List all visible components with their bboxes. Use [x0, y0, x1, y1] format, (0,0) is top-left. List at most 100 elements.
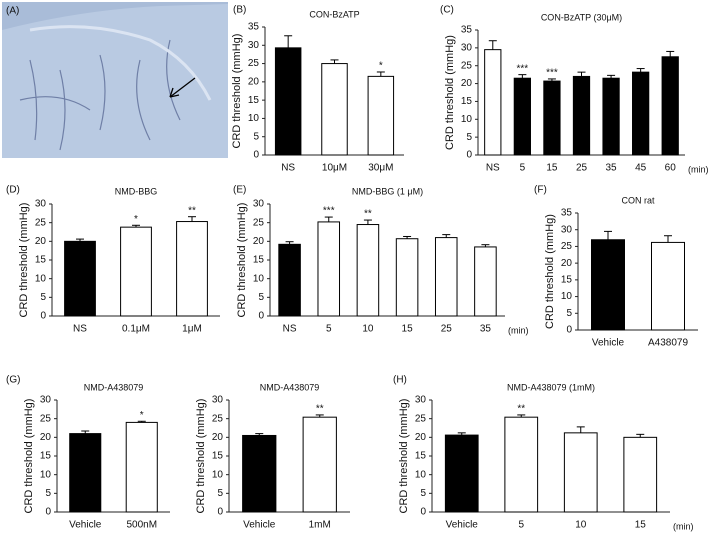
x-tick-label: 0.1μM	[122, 324, 150, 335]
significance: *	[140, 410, 144, 421]
bar	[321, 63, 348, 156]
y-tick-label: 30	[248, 40, 260, 51]
x-tick-label: 35	[606, 163, 618, 174]
bar	[242, 434, 277, 513]
significance: **	[316, 404, 324, 415]
panel-label: (C)	[440, 5, 454, 16]
x-tick-label: Vehicle	[446, 520, 479, 531]
y-tick-label: 5	[217, 488, 223, 499]
x-tick-label: 10μM	[322, 163, 347, 174]
y-tick-label: 10	[461, 114, 473, 125]
y-tick-label: 15	[561, 274, 573, 285]
panel-label: (A)	[6, 6, 19, 17]
chart-title: NMD-BBG	[115, 186, 158, 196]
significance: **	[364, 209, 372, 220]
x-tick-label: 500nM	[126, 520, 157, 531]
arrow-head	[169, 87, 180, 98]
y-tick-label: 20	[248, 76, 260, 87]
x-tick-label: 5	[326, 324, 332, 335]
x-tick-label: 60	[665, 163, 677, 174]
y-tick-label: 10	[248, 113, 260, 124]
y-tick-label: 0	[566, 325, 572, 336]
y-axis-label: CRD threshold (mmHg)	[398, 399, 410, 514]
x-tick-label: 30μM	[368, 163, 393, 174]
y-tick-label: 20	[561, 258, 573, 269]
x-axis-label: (min)	[508, 325, 529, 335]
panel-label: (B)	[233, 5, 246, 16]
y-tick-label: 15	[248, 95, 260, 106]
y-axis-label: CRD threshold (mmHg)	[23, 399, 35, 514]
y-tick-label: 25	[35, 217, 47, 228]
y-tick-label: 35	[461, 25, 473, 36]
x-tick-label: 1μM	[182, 324, 202, 335]
bar	[302, 416, 337, 513]
chart-title: NMD-A438079	[84, 382, 144, 392]
x-tick-label: 25	[576, 163, 588, 174]
y-tick-label: 15	[212, 451, 224, 462]
y-tick-label: 0	[258, 311, 264, 322]
y-axis-label: CRD threshold (mmHg)	[236, 203, 248, 318]
chart-title: CON rat	[621, 195, 655, 205]
y-tick-label: 5	[466, 132, 472, 143]
panel-label: (G)	[6, 375, 20, 386]
bar	[278, 243, 301, 317]
x-tick-label: 10	[575, 520, 587, 531]
y-tick-label: 0	[466, 150, 472, 161]
bar	[444, 434, 479, 513]
x-tick-label: 45	[635, 163, 647, 174]
bar	[367, 75, 395, 156]
y-tick-label: 10	[561, 291, 573, 302]
x-tick-label: NS	[283, 324, 297, 335]
tissue-edge	[29, 25, 212, 101]
panel-label: (H)	[393, 375, 407, 386]
vessels	[19, 39, 181, 151]
significance: *	[379, 61, 383, 72]
x-tick-label: NS	[73, 324, 87, 335]
y-axis-label: CRD threshold (mmHg)	[444, 35, 456, 150]
panel-label: (E)	[233, 185, 246, 196]
x-tick-label: NS	[486, 163, 500, 174]
x-axis-label: (min)	[688, 164, 709, 174]
y-tick-label: 5	[40, 292, 46, 303]
y-tick-label: 5	[45, 488, 51, 499]
y-tick-label: 0	[420, 507, 426, 518]
bar	[176, 221, 208, 317]
bar	[484, 49, 502, 156]
y-tick-label: 20	[461, 78, 473, 89]
y-tick-label: 30	[561, 224, 573, 235]
y-tick-label: 0	[40, 311, 46, 322]
bar	[651, 241, 685, 331]
y-tick-label: 15	[40, 451, 52, 462]
y-tick-label: 5	[253, 131, 259, 142]
y-tick-label: 30	[40, 395, 52, 406]
y-axis-label: CRD threshold (mmHg)	[544, 214, 556, 329]
x-tick-label: 5	[520, 163, 526, 174]
y-tick-label: 15	[415, 451, 427, 462]
bar	[474, 246, 497, 317]
chart-title: CON-BzATP	[309, 9, 359, 19]
y-tick-label: 0	[253, 150, 259, 161]
y-tick-label: 15	[461, 96, 473, 107]
bar	[120, 226, 152, 317]
significance: **	[188, 205, 196, 216]
y-tick-label: 30	[415, 395, 427, 406]
bar	[317, 221, 341, 317]
y-tick-label: 25	[248, 58, 260, 69]
x-tick-label: 10	[362, 324, 374, 335]
y-tick-label: 35	[248, 22, 260, 33]
y-tick-label: 35	[561, 208, 573, 219]
y-tick-label: 5	[566, 308, 572, 319]
arrow	[169, 77, 196, 98]
bar	[543, 80, 561, 156]
y-tick-label: 10	[40, 469, 52, 480]
y-tick-label: 10	[415, 469, 427, 480]
bar	[64, 240, 96, 317]
significance: *	[134, 214, 138, 225]
y-axis-label: CRD threshold (mmHg)	[18, 203, 30, 318]
y-tick-label: 10	[35, 273, 47, 284]
bar	[356, 224, 380, 317]
bar	[661, 56, 679, 156]
bar	[632, 71, 650, 156]
significance: ***	[517, 63, 529, 74]
chart-title: NMD-A438079	[260, 382, 320, 392]
